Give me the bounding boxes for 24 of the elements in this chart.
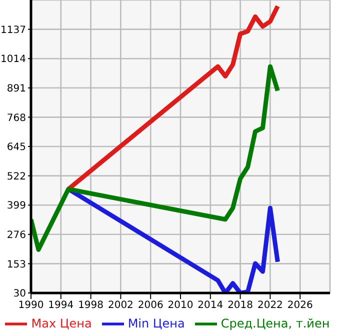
x-tick-label: 2022 (257, 300, 283, 312)
y-tick-label: 399 (6, 200, 26, 212)
x-tick-label: 1994 (48, 300, 74, 312)
x-tick-label: 2006 (138, 300, 164, 312)
y-tick-label: 522 (6, 171, 26, 182)
x-tick-label: 1990 (18, 300, 44, 312)
y-tick-label: 891 (6, 83, 26, 94)
y-tick-label: 153 (6, 259, 26, 270)
y-tick-label: 1014 (0, 54, 26, 66)
x-tick-label: 2002 (108, 300, 134, 312)
legend-label: Max Цена (31, 316, 92, 330)
y-tick-label: 276 (6, 230, 26, 241)
x-tick-label: 1998 (78, 300, 104, 312)
x-tick-label: 2014 (198, 300, 224, 312)
x-tick-label: 2026 (287, 300, 313, 312)
x-tick-label: 2010 (168, 300, 194, 312)
y-tick-label: 1137 (0, 24, 26, 36)
legend-label: Сред.Цена, т.йен (220, 316, 330, 330)
legend-label: Min Цена (128, 316, 185, 330)
line-series (31, 64, 280, 252)
x-tick-label: 2018 (228, 300, 254, 312)
y-tick-label: 768 (6, 112, 26, 124)
y-tick-label: 645 (6, 142, 26, 154)
y-tick-label: 30 (13, 288, 26, 300)
